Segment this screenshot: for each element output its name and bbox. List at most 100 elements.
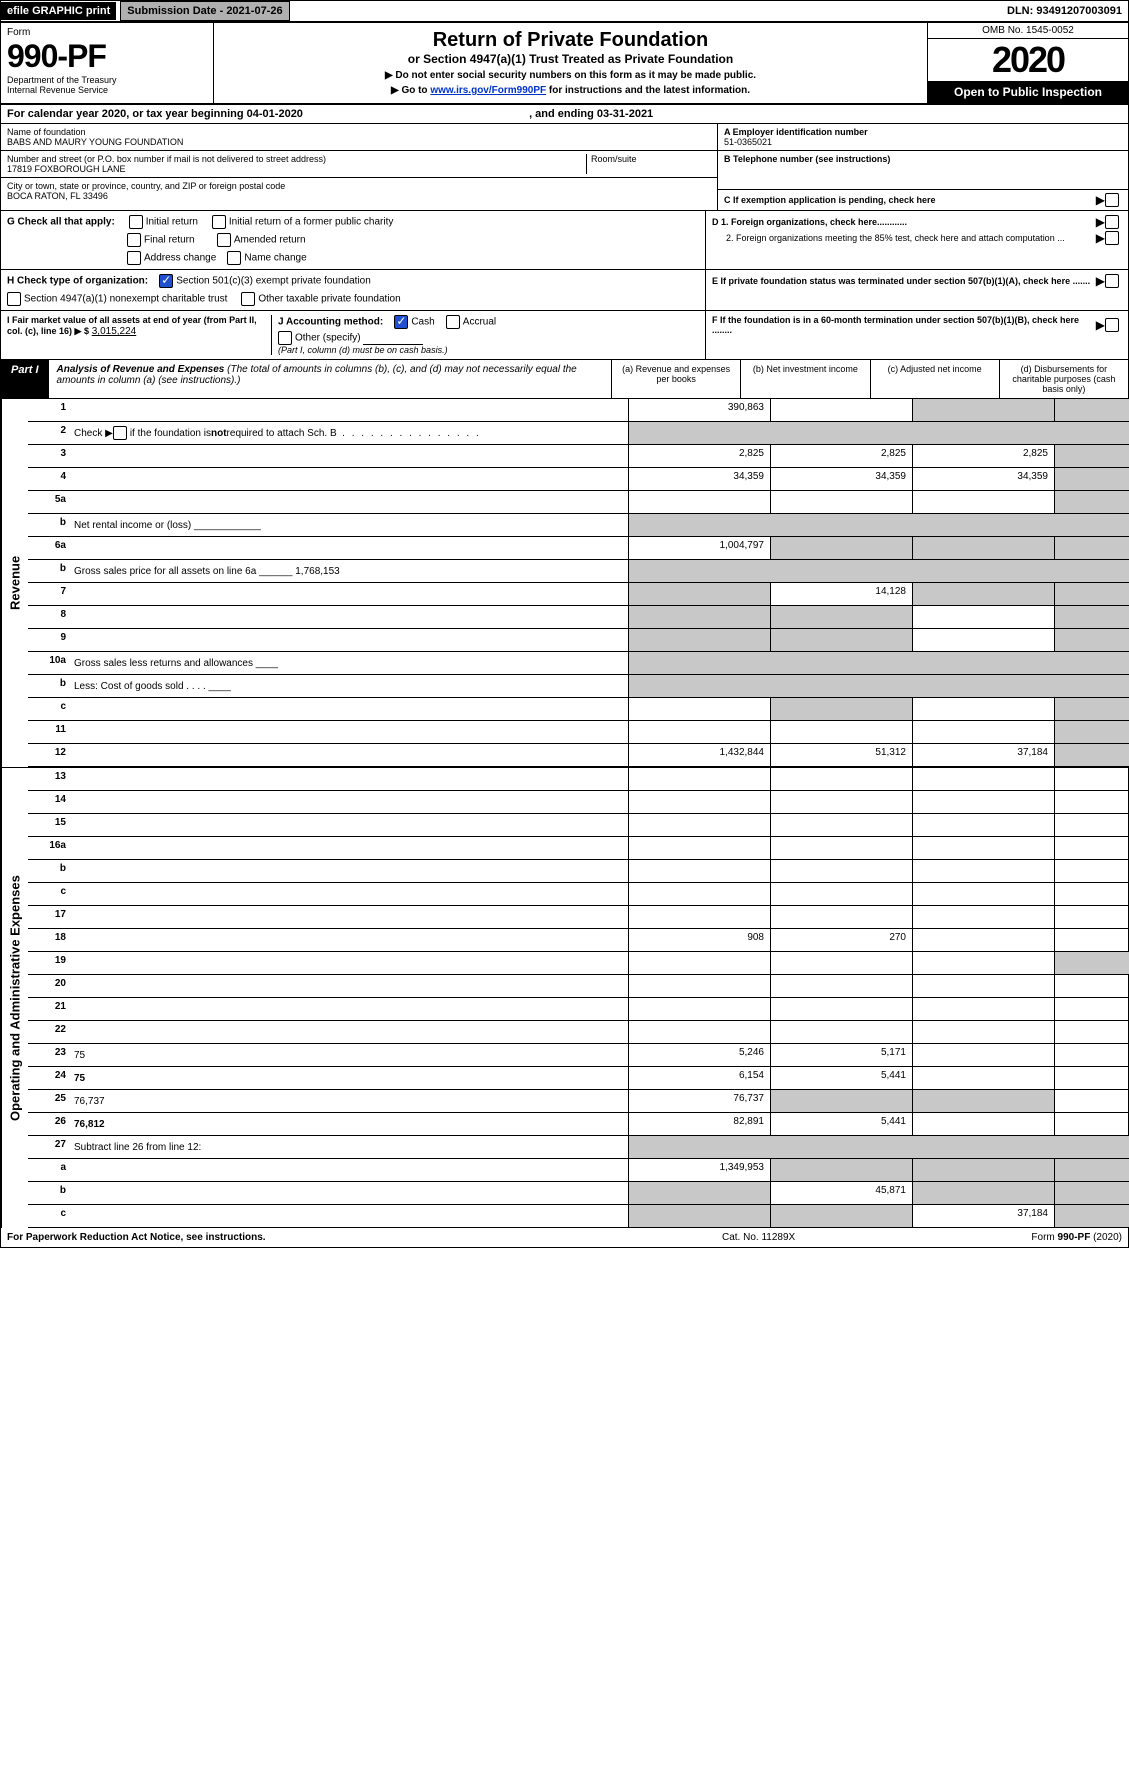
name-label: Name of foundation [7, 127, 711, 137]
table-row: 6a1,004,797 [28, 537, 1129, 560]
data-cell-b [771, 721, 913, 743]
g3-label: Final return [144, 235, 195, 246]
g-row2: Final return Amended return [127, 233, 699, 247]
line-number: 3 [28, 445, 70, 467]
table-row: bGross sales price for all assets on lin… [28, 560, 1129, 583]
data-cell-a [629, 837, 771, 859]
data-cell-b [771, 883, 913, 905]
line-description [70, 399, 629, 421]
data-cell-d: 75 [1055, 1067, 1129, 1089]
g6-checkbox[interactable] [227, 251, 241, 265]
line-description [70, 768, 629, 790]
cal-pre: For calendar year 2020, or tax year begi… [7, 108, 247, 120]
h1-checkbox[interactable] [159, 274, 173, 288]
c-checkbox[interactable] [1105, 193, 1119, 207]
line-number: 15 [28, 814, 70, 836]
data-cell-c [913, 860, 1055, 882]
footer-form: Form 990-PF (2020) [922, 1232, 1122, 1243]
ein-cell: A Employer identification number 51-0365… [718, 124, 1128, 151]
grey-block [628, 652, 1129, 674]
table-row: 22 [28, 1021, 1129, 1044]
header-left: Form 990-PF Department of the Treasury I… [1, 23, 214, 103]
data-cell-d: 75 [1055, 1044, 1129, 1066]
part1-tab: Part I [1, 360, 49, 398]
line-description [70, 998, 629, 1020]
data-cell-c [913, 952, 1055, 974]
ein-value: 51-0365021 [724, 137, 1122, 147]
table-row: 23755,2465,17175 [28, 1044, 1129, 1067]
line-number: 16a [28, 837, 70, 859]
h3-checkbox[interactable] [241, 292, 255, 306]
g1-checkbox[interactable] [129, 215, 143, 229]
line-number: 23 [28, 1044, 70, 1066]
line-number: c [28, 698, 70, 720]
data-cell-c [913, 768, 1055, 790]
data-cell-b [771, 998, 913, 1020]
line-number: b [28, 675, 70, 697]
grey-block [628, 422, 1129, 444]
line-number: 25 [28, 1090, 70, 1112]
data-cell-d [1055, 860, 1129, 882]
grey-block [628, 1136, 1129, 1158]
j3-checkbox[interactable] [278, 331, 292, 345]
table-row: 20 [28, 975, 1129, 998]
name-cell: Name of foundation BABS AND MAURY YOUNG … [1, 124, 717, 151]
line-number: 4 [28, 468, 70, 490]
check-right-d: D 1. Foreign organizations, check here..… [706, 211, 1128, 269]
revenue-label: Revenue [1, 399, 28, 767]
f-checkbox[interactable] [1105, 318, 1119, 332]
check-left: G Check all that apply: Initial return I… [1, 211, 706, 269]
data-cell-c: 34,359 [913, 468, 1055, 490]
g3-checkbox[interactable] [127, 233, 141, 247]
g4-checkbox[interactable] [217, 233, 231, 247]
table-row: c37,184 [28, 1205, 1129, 1228]
g-label: G Check all that apply: [7, 217, 115, 228]
g2-checkbox[interactable] [212, 215, 226, 229]
part1-title-bold: Analysis of Revenue and Expenses [57, 364, 225, 375]
data-cell-d [1055, 998, 1129, 1020]
i-value: 3,015,224 [92, 326, 137, 337]
e-label: E If private foundation status was termi… [712, 276, 1096, 286]
table-row: 11 [28, 721, 1129, 744]
data-cell-a: 82,891 [629, 1113, 771, 1135]
j3-label: Other (specify) [295, 333, 361, 344]
table-row: 21 [28, 998, 1129, 1021]
line-description [70, 445, 629, 467]
line2-checkbox[interactable] [113, 426, 127, 440]
data-cell-a [629, 768, 771, 790]
j2-checkbox[interactable] [446, 315, 460, 329]
data-cell-d [1055, 906, 1129, 928]
col-b-header: (b) Net investment income [741, 360, 870, 398]
data-cell-b [771, 975, 913, 997]
table-row: 714,128 [28, 583, 1129, 606]
data-cell-a [629, 975, 771, 997]
header-right: OMB No. 1545-0052 2020 Open to Public In… [927, 23, 1128, 103]
i-cell: I Fair market value of all assets at end… [7, 315, 272, 355]
form-container: efile GRAPHIC print Submission Date - 20… [0, 0, 1129, 1248]
data-cell-a [629, 698, 771, 720]
irs-link[interactable]: www.irs.gov/Form990PF [430, 85, 546, 96]
data-cell-a: 390,863 [629, 399, 771, 421]
header-center: Return of Private Foundation or Section … [214, 23, 927, 103]
data-cell-b: 51,312 [771, 744, 913, 766]
data-cell-a: 5,246 [629, 1044, 771, 1066]
d2-checkbox[interactable] [1105, 231, 1119, 245]
g5-checkbox[interactable] [127, 251, 141, 265]
j1-checkbox[interactable] [394, 315, 408, 329]
d1-checkbox[interactable] [1105, 215, 1119, 229]
h2-checkbox[interactable] [7, 292, 21, 306]
j-cell: J Accounting method: Cash Accrual Other … [272, 315, 699, 355]
data-cell-d [1055, 975, 1129, 997]
table-row: 2Check ▶ if the foundation is not requir… [28, 422, 1129, 445]
expense-rows: 13141516abc17189082701920212223755,2465,… [28, 768, 1129, 1228]
e-checkbox[interactable] [1105, 274, 1119, 288]
data-cell-b: 5,441 [771, 1113, 913, 1135]
data-cell-b [771, 837, 913, 859]
line-number: 9 [28, 629, 70, 651]
phone-cell: B Telephone number (see instructions) [718, 151, 1128, 190]
line-number: 18 [28, 929, 70, 951]
data-cell-a [629, 791, 771, 813]
data-cell-b [771, 814, 913, 836]
data-cell-a: 34,359 [629, 468, 771, 490]
j3-input[interactable] [363, 332, 423, 345]
